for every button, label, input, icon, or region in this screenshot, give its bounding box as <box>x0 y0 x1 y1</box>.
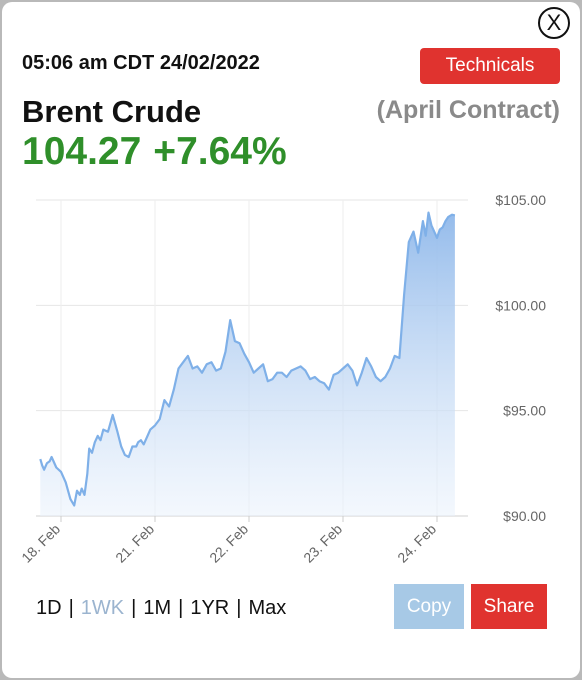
price-change: +7.64% <box>153 130 287 173</box>
price-row: 104.27 +7.64% <box>22 130 299 174</box>
close-icon: X <box>546 10 562 35</box>
x-tick-label: 23. Feb <box>300 521 345 566</box>
x-tick-label: 22. Feb <box>206 521 251 566</box>
period-option-1yr[interactable]: 1YR <box>190 597 230 619</box>
last-price: 104.27 <box>22 130 142 173</box>
period-separator: | <box>68 597 74 619</box>
period-option-1d[interactable]: 1D <box>36 597 62 619</box>
y-tick-label: $105.00 <box>495 192 546 208</box>
period-selector: 1D | 1WK | 1M | 1YR | Max <box>36 597 286 620</box>
period-separator: | <box>236 597 242 619</box>
period-option-max[interactable]: Max <box>248 597 287 619</box>
technicals-button[interactable]: Technicals <box>420 48 560 84</box>
share-button[interactable]: Share <box>471 584 547 629</box>
x-tick-label: 21. Feb <box>112 521 157 566</box>
price-area <box>40 212 455 516</box>
instrument-name: Brent Crude <box>22 94 202 129</box>
period-separator: | <box>131 597 137 619</box>
period-option-1m[interactable]: 1M <box>143 597 172 619</box>
y-tick-label: $95.00 <box>503 403 546 419</box>
y-tick-label: $100.00 <box>495 297 546 313</box>
price-chart: $105.00 $100.00 $95.00 $90.00 18. Feb 21. Fe… <box>18 192 546 566</box>
period-option-1wk[interactable]: 1WK <box>80 597 125 619</box>
x-axis: 18. Feb 21. Feb 22. Feb 23. Feb 24. Feb <box>18 516 439 566</box>
y-axis: $105.00 $100.00 $95.00 $90.00 <box>495 192 546 524</box>
price-line <box>39 211 456 507</box>
period-separator: | <box>178 597 184 619</box>
x-tick-label: 18. Feb <box>18 521 63 566</box>
copy-button[interactable]: Copy <box>394 584 464 629</box>
close-button[interactable]: X <box>538 7 570 39</box>
x-tick-label: 24. Feb <box>394 521 439 566</box>
y-tick-label: $90.00 <box>503 508 546 524</box>
contract-label: (April Contract) <box>376 96 560 124</box>
quote-timestamp: 05:06 am CDT 24/02/2022 <box>22 52 260 74</box>
